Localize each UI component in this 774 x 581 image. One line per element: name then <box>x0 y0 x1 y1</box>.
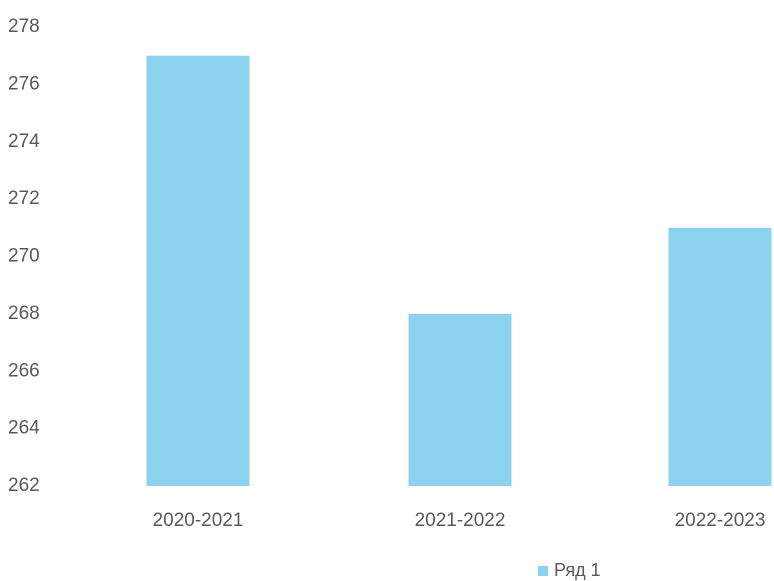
y-tick-label: 266 <box>8 360 40 381</box>
y-tick-label: 276 <box>8 73 40 94</box>
y-tick-label: 278 <box>8 16 40 37</box>
x-tick-label: 2022-2023 <box>675 510 766 531</box>
y-tick-label: 262 <box>8 475 40 496</box>
y-tick-label: 270 <box>8 246 40 267</box>
bar-2022-2023 <box>668 227 772 486</box>
y-tick-label: 272 <box>8 188 40 209</box>
x-tick-label: 2021-2022 <box>415 510 506 531</box>
y-tick-label: 274 <box>8 131 40 152</box>
legend-swatch <box>538 565 548 576</box>
x-tick-label: 2020-2021 <box>153 510 244 531</box>
legend-label: Ряд 1 <box>554 560 601 580</box>
y-tick-label: 264 <box>8 418 40 439</box>
y-tick-label: 268 <box>8 303 40 324</box>
bar-2020-2021 <box>146 55 250 486</box>
bar-2021-2022 <box>408 313 512 486</box>
legend: Ряд 1 <box>538 560 601 581</box>
